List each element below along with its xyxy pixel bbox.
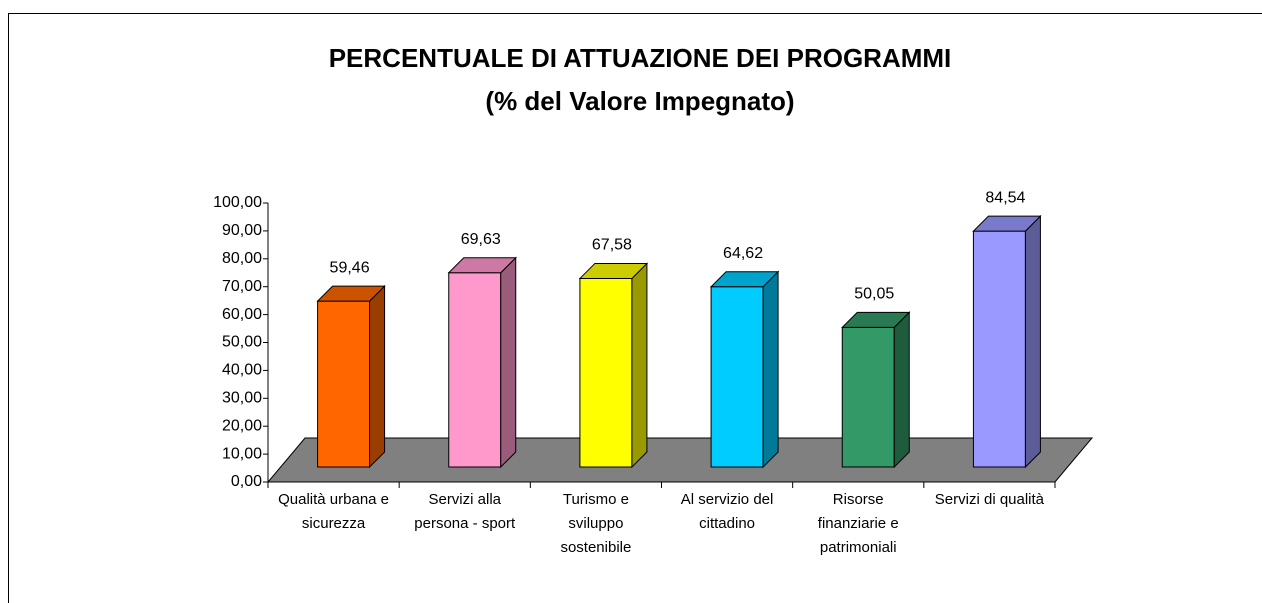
chart-subtitle: (% del Valore Impegnato) [485,86,794,116]
x-tick-label: Servizi alla persona - sport [414,491,516,532]
bar [447,256,517,469]
bar-side [631,262,648,469]
value-label: 59,46 [330,259,370,276]
y-tick-label: 0,00 [231,473,262,490]
x-tick-label-box: Al servizio del cittadino [680,491,774,532]
bar-top [841,311,911,328]
y-tick-label: 100,00 [213,194,262,211]
bar-top [447,257,517,274]
x-tick-label: Qualità urbana e sicurezza [278,491,390,532]
bar-front [710,286,764,468]
y-tick-label: 10,00 [222,445,262,462]
y-tick-label: 50,00 [222,334,262,351]
bar-front [972,230,1026,468]
bar-top [972,215,1042,232]
x-tick-label-box: Servizi di qualità [934,491,1045,508]
y-tick-label: 60,00 [222,306,262,323]
bar-side [500,256,517,469]
chart-title: PERCENTUALE DI ATTUAZIONE DEI PROGRAMMI [329,43,952,73]
x-tick-label: Al servizio del cittadino [680,491,774,532]
x-tick-label-box: Qualità urbana e sicurezza [278,491,390,532]
value-label: 50,05 [854,286,894,303]
value-label: 69,63 [461,231,501,248]
bar-front [448,272,502,468]
y-tick-label: 20,00 [222,417,262,434]
y-tick-label: 80,00 [222,250,262,267]
y-tick-label: 70,00 [222,278,262,295]
x-tick-label: Servizi di qualità [934,491,1045,508]
bar-top [316,285,386,302]
bar [972,214,1042,469]
y-tick-label: 90,00 [222,222,262,239]
value-label: 67,58 [592,237,632,254]
y-tick-label: 40,00 [222,362,262,379]
x-tick-label: Turismo e sviluppo sostenibile [560,491,632,556]
value-label: 64,62 [723,245,763,262]
floor [266,437,1094,483]
bar-side [1024,214,1041,469]
bar [316,284,386,469]
y-tick-label: 30,00 [222,390,262,407]
x-tick-label-box: Servizi alla persona - sport [414,491,516,532]
bar-side [762,270,779,469]
bar [841,311,911,469]
x-tick-label-box: Turismo e sviluppo sostenibile [560,491,632,556]
bar-front [579,277,633,468]
bar [578,262,649,469]
bar [709,270,780,469]
x-tick-label: Risorse finanziarie e patrimoniali [817,491,899,556]
bar-front [317,300,371,468]
bar-side [369,284,386,469]
value-label: 84,54 [985,189,1025,206]
bar-front [841,326,895,468]
bar-side [893,311,910,469]
x-tick-label-box: Risorse finanziarie e patrimoniali [817,491,899,556]
bar-top [578,262,649,279]
bar-top [709,271,780,288]
